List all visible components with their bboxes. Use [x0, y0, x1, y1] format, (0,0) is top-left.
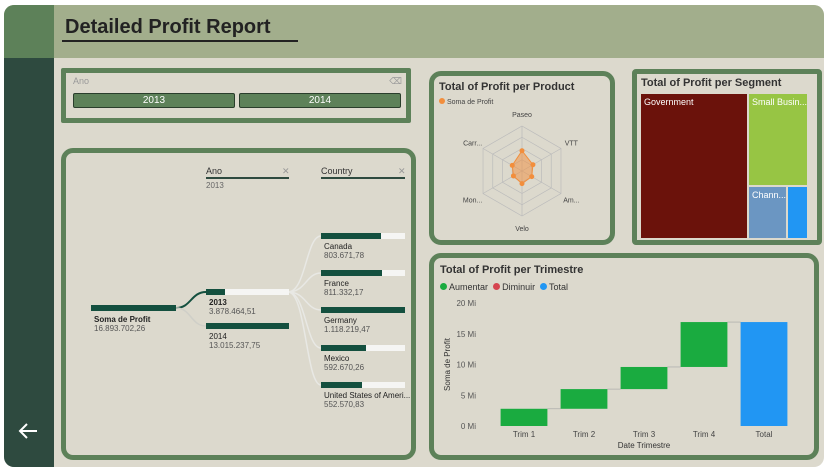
waterfall-plot: 0 Mi 5 Mi 10 Mi 15 Mi 20 Mi Soma de Profit Tri… — [443, 299, 788, 450]
tree-header-country: Country — [321, 166, 353, 176]
decomposition-tree: Ano ✕ 2013 Country ✕ Soma de Profit 16.8… — [61, 148, 416, 460]
radar-point — [510, 173, 516, 179]
radar-category-label: Am... — [563, 198, 579, 205]
country-label: United States of Ameri... — [324, 391, 411, 400]
tree-header-subtitle: 2013 — [206, 181, 224, 190]
waterfall-title: Total of Profit per Trimestre — [440, 264, 584, 276]
legend-dot-icon — [492, 283, 500, 290]
country-bar-france[interactable] — [321, 270, 405, 276]
country-value: 592.670,26 — [324, 363, 365, 372]
tile-government[interactable]: Government — [641, 94, 747, 238]
year-value-2014: 13.015.237,75 — [209, 341, 261, 350]
waterfall-bar — [740, 322, 788, 426]
radar-category-label: Paseo — [512, 112, 532, 119]
header-corner — [4, 5, 54, 58]
product-radar-chart: Total of Profit per Product Soma de Prof… — [429, 71, 615, 245]
sidebar — [4, 58, 54, 467]
legend-dot-icon — [440, 283, 447, 290]
header-bar: Detailed Profit Report — [4, 5, 824, 58]
radar-point — [519, 181, 525, 187]
radar-category-label: Velo — [515, 226, 529, 233]
year-label-2013: 2013 — [209, 298, 227, 307]
year-value-2013: 3.878.464,51 — [209, 307, 256, 316]
tile-label: Government — [644, 97, 694, 107]
slicer-option-2014[interactable]: 2014 — [239, 93, 401, 108]
x-tick-label: Trim 2 — [573, 430, 596, 439]
tile-label: Small Busin... — [752, 97, 807, 107]
eraser-icon[interactable]: ⌫ — [389, 76, 402, 86]
title-underline — [62, 40, 298, 42]
country-value: 811.332,17 — [324, 288, 364, 297]
slicer-label: Ano — [73, 76, 90, 86]
waterfall-bar — [500, 408, 548, 426]
radar-category-label: Mon... — [463, 198, 483, 205]
year-slicer: Ano ⌫ 2013 2014 — [61, 68, 411, 123]
tree-connectors — [175, 235, 322, 386]
y-tick-label: 5 Mi — [461, 391, 476, 400]
y-tick-label: 0 Mi — [461, 422, 476, 431]
radar-legend-label: Soma de Profit — [447, 99, 494, 106]
waterfall-legend: Aumentar Diminuir Total — [440, 282, 568, 292]
country-label: France — [324, 279, 349, 288]
country-value: 552.570,83 — [324, 400, 365, 409]
x-axis-label: Date Trimestre — [618, 441, 671, 450]
country-bar-mexico[interactable] — [321, 345, 405, 351]
radar-title: Total of Profit per Product — [439, 81, 575, 93]
root-value: 16.893.702,26 — [94, 324, 146, 333]
x-tick-label: Trim 3 — [633, 430, 656, 439]
radar-category-label: VTT — [565, 141, 579, 148]
root-label: Soma de Profit — [94, 315, 151, 324]
waterfall-bar — [560, 389, 608, 409]
radar-point — [529, 174, 535, 180]
tile-label: Chann... — [752, 190, 786, 200]
country-bar-germany[interactable] — [321, 307, 405, 313]
radar-point — [530, 162, 536, 168]
year-label-2014: 2014 — [209, 332, 227, 341]
tree-header-line — [206, 177, 289, 179]
x-tick-label: Trim 4 — [693, 430, 716, 439]
radar-category-label: Carr... — [463, 141, 482, 148]
report-canvas: Detailed Profit Report Ano ⌫ 2013 2014 A… — [4, 5, 824, 467]
country-bar-usa[interactable] — [321, 382, 405, 388]
waterfall-bar — [680, 322, 728, 367]
country-label: Canada — [324, 242, 353, 251]
page-title: Detailed Profit Report — [65, 16, 271, 38]
treemap-title: Total of Profit per Segment — [641, 77, 782, 89]
tile-channel[interactable]: Chann... — [749, 187, 786, 238]
country-bar-canada[interactable] — [321, 233, 405, 239]
y-tick-label: 10 Mi — [456, 361, 476, 370]
close-icon[interactable]: ✕ — [398, 166, 406, 176]
y-tick-label: 15 Mi — [456, 330, 476, 339]
tile-small-business[interactable]: Small Busin... — [749, 94, 807, 185]
country-label: Germany — [324, 316, 357, 325]
legend-label: Total — [548, 282, 568, 292]
tile-other[interactable] — [788, 187, 807, 238]
back-arrow-icon[interactable] — [16, 419, 40, 443]
legend-dot-icon — [439, 98, 445, 104]
tree-header-line — [321, 177, 405, 179]
radar-point — [509, 162, 515, 168]
y-tick-label: 20 Mi — [456, 299, 476, 308]
year-bar-2014[interactable] — [206, 323, 289, 329]
country-label: Mexico — [324, 354, 350, 363]
tree-header-ano: Ano — [206, 166, 223, 176]
legend-dot-icon — [539, 283, 547, 290]
legend-label: Aumentar — [449, 282, 489, 292]
trimestre-waterfall-chart: Total of Profit per Trimestre Aumentar D… — [429, 253, 819, 460]
close-icon[interactable]: ✕ — [282, 166, 290, 176]
country-value: 1.118.219,47 — [324, 325, 371, 334]
radar-point — [519, 148, 525, 154]
radar-plot: Paseo VTT Am... Velo Mon... Carr... — [463, 112, 580, 233]
x-tick-label: Total — [756, 430, 773, 439]
root-bar[interactable] — [91, 305, 176, 311]
country-value: 803.671,78 — [324, 251, 365, 260]
year-bar-2013[interactable] — [206, 289, 289, 295]
y-axis-label: Soma de Profit — [443, 337, 452, 391]
slicer-option-2013[interactable]: 2013 — [73, 93, 235, 108]
segment-treemap: Total of Profit per Segment Government S… — [632, 69, 822, 245]
x-tick-label: Trim 1 — [513, 430, 536, 439]
waterfall-bar — [620, 366, 668, 390]
radar-legend: Soma de Profit — [439, 98, 493, 106]
legend-label: Diminuir — [502, 282, 536, 292]
